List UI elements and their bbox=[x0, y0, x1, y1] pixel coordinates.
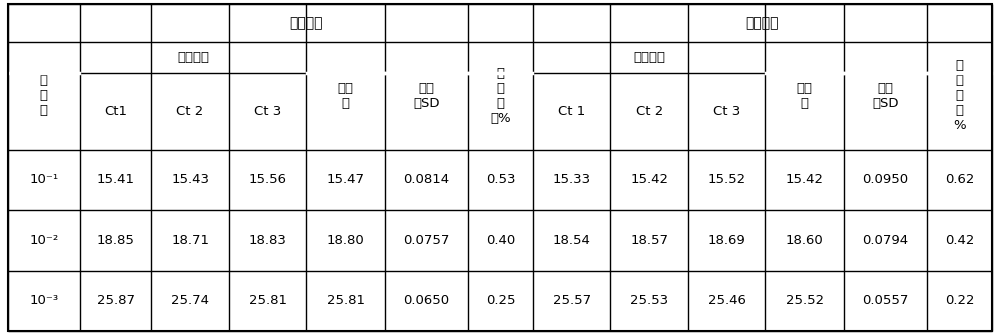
Text: 25.87: 25.87 bbox=[97, 294, 135, 307]
Text: 18.69: 18.69 bbox=[708, 234, 746, 247]
Text: 25.57: 25.57 bbox=[553, 294, 591, 307]
Text: 稀
释
度: 稀 释 度 bbox=[40, 74, 48, 117]
Text: 重复次数: 重复次数 bbox=[177, 51, 209, 64]
Text: 0.62: 0.62 bbox=[945, 173, 974, 186]
Text: 18.80: 18.80 bbox=[327, 234, 365, 247]
Text: 15.43: 15.43 bbox=[171, 173, 209, 186]
Text: 15.42: 15.42 bbox=[630, 173, 668, 186]
Text: 15.52: 15.52 bbox=[708, 173, 746, 186]
Text: 0.0794: 0.0794 bbox=[863, 234, 909, 247]
Text: Ct 2: Ct 2 bbox=[636, 105, 663, 118]
Text: 平均
值: 平均 值 bbox=[797, 81, 813, 110]
Text: 18.60: 18.60 bbox=[786, 234, 824, 247]
Text: 15.33: 15.33 bbox=[553, 173, 591, 186]
Text: 25.46: 25.46 bbox=[708, 294, 746, 307]
Text: 25.52: 25.52 bbox=[786, 294, 824, 307]
Text: 0.0757: 0.0757 bbox=[403, 234, 450, 247]
Text: 标准
差SD: 标准 差SD bbox=[872, 81, 899, 110]
Text: 重复次数: 重复次数 bbox=[633, 51, 665, 64]
Text: 10⁻³: 10⁻³ bbox=[29, 294, 58, 307]
Text: 15.42: 15.42 bbox=[786, 173, 824, 186]
Text: 0.53: 0.53 bbox=[486, 173, 515, 186]
Text: 25.53: 25.53 bbox=[630, 294, 668, 307]
Text: 0.0557: 0.0557 bbox=[862, 294, 909, 307]
Text: 0.0950: 0.0950 bbox=[863, 173, 909, 186]
Text: 0.0650: 0.0650 bbox=[404, 294, 450, 307]
Text: 25.81: 25.81 bbox=[249, 294, 287, 307]
Text: 18.85: 18.85 bbox=[97, 234, 134, 247]
Text: 0.22: 0.22 bbox=[945, 294, 974, 307]
Text: 15.41: 15.41 bbox=[97, 173, 135, 186]
Text: 15.47: 15.47 bbox=[327, 173, 365, 186]
Text: Ct 3: Ct 3 bbox=[713, 105, 740, 118]
Text: 18.54: 18.54 bbox=[553, 234, 591, 247]
Text: 15.56: 15.56 bbox=[249, 173, 287, 186]
Text: 标准
差SD: 标准 差SD bbox=[413, 81, 440, 110]
Text: 18.57: 18.57 bbox=[630, 234, 668, 247]
Text: 10⁻¹: 10⁻¹ bbox=[29, 173, 58, 186]
Text: 0.40: 0.40 bbox=[486, 234, 515, 247]
Text: 0.42: 0.42 bbox=[945, 234, 974, 247]
Text: 0.25: 0.25 bbox=[486, 294, 515, 307]
Text: 批间重复: 批间重复 bbox=[746, 16, 779, 30]
Text: 批内重复: 批内重复 bbox=[290, 16, 323, 30]
Text: 平均
值: 平均 值 bbox=[338, 81, 354, 110]
Text: Ct 2: Ct 2 bbox=[176, 105, 204, 118]
Text: Ct 3: Ct 3 bbox=[254, 105, 281, 118]
Text: 25.74: 25.74 bbox=[171, 294, 209, 307]
Text: 18.83: 18.83 bbox=[249, 234, 287, 247]
Text: 变
异
系
数%: 变 异 系 数% bbox=[490, 67, 511, 125]
Text: 25.81: 25.81 bbox=[327, 294, 365, 307]
Text: 变
异
系
数
%: 变 异 系 数 % bbox=[953, 59, 966, 132]
Text: Ct1: Ct1 bbox=[104, 105, 127, 118]
Text: Ct 1: Ct 1 bbox=[558, 105, 585, 118]
Text: 10⁻²: 10⁻² bbox=[29, 234, 58, 247]
Text: 0.0814: 0.0814 bbox=[404, 173, 450, 186]
Text: 18.71: 18.71 bbox=[171, 234, 209, 247]
